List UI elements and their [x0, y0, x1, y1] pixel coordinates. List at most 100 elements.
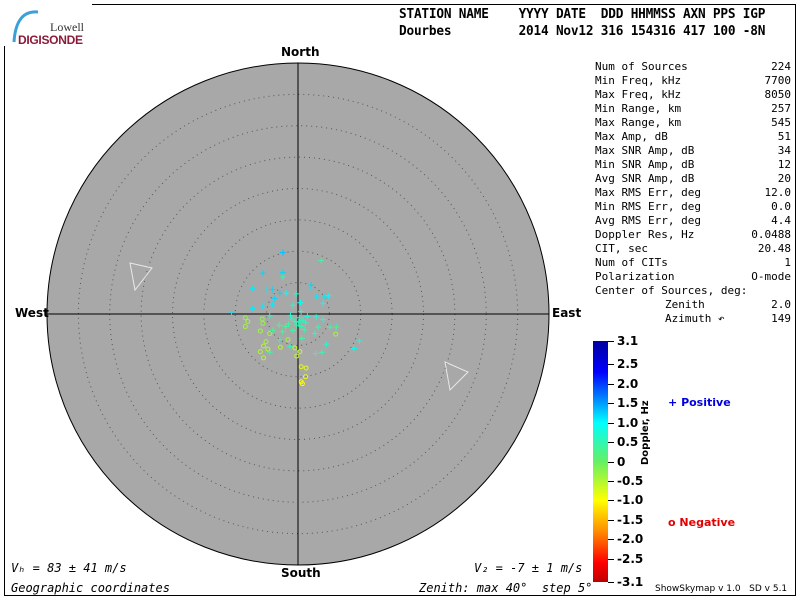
source-positive [276, 322, 283, 329]
zenith-scale: Zenith: max 40° step 5° [419, 581, 593, 595]
colorbar-tick-label: -1.5 [617, 512, 644, 527]
stat-value: 1 [784, 256, 791, 269]
source-positive [249, 285, 256, 292]
legend-negative-label: Negative [679, 516, 736, 529]
source-positive [298, 308, 305, 315]
source-negative [267, 330, 273, 336]
colorbar-tick-label: 0.5 [617, 435, 639, 450]
legend-negative: o Negative [668, 516, 735, 529]
source-positive [318, 349, 325, 356]
source-negative [333, 331, 339, 337]
stat-label: Max SNR Amp, dB [595, 144, 695, 157]
colorbar-tick [608, 364, 614, 366]
colorbar-tick-label: 0 [617, 454, 626, 469]
stat-value: 4.4 [771, 214, 791, 227]
source-positive [350, 345, 357, 352]
colorbar-tick [608, 422, 614, 424]
source-positive [249, 305, 256, 312]
stat-label: Azimuth ↶ [665, 312, 725, 325]
stat-value: 224 [771, 60, 791, 73]
frame [4, 4, 796, 596]
source-positive [276, 336, 283, 343]
source-negative [294, 353, 300, 359]
source-negative [265, 346, 271, 352]
source-negative [292, 345, 298, 351]
header-labels: STATION NAME YYYY DATE DDD HHMMSS AXN PP… [399, 7, 766, 22]
stat-label: Num of CITs [595, 256, 668, 269]
source-positive [298, 335, 305, 342]
stat-value: 0.0488 [751, 228, 791, 241]
colorbar-tick-label: -1.0 [617, 493, 644, 508]
stat-value: 20.48 [757, 242, 791, 255]
stat-label: Center of Sources, deg: [595, 284, 748, 297]
stat-value: 257 [771, 102, 791, 115]
colorbar-tick [608, 558, 614, 560]
source-positive [321, 294, 328, 301]
stat-label: Avg SNR Amp, dB [595, 172, 695, 185]
stat-row: Zenith 2.0 [595, 298, 791, 312]
colorbar-tick [608, 461, 614, 463]
colorbar-tick [608, 403, 614, 405]
source-negative [257, 349, 263, 355]
stat-row: Min Freq, kHz 7700 [595, 74, 791, 88]
logo-digisonde: DIGISONDE [18, 33, 83, 47]
stat-row: Avg RMS Err, deg 4.4 [595, 214, 791, 228]
colorbar-tick [608, 442, 614, 444]
legend-positive-label: Positive [681, 396, 731, 409]
source-positive [266, 312, 273, 319]
stat-value: 0.0 [771, 200, 791, 213]
stat-value: 8050 [764, 88, 792, 101]
source-positive [262, 298, 269, 305]
source-negative [245, 319, 251, 325]
stat-label: Max Range, km [595, 116, 682, 129]
source-positive [276, 290, 283, 297]
stat-row: Azimuth ↶ 149 [595, 312, 791, 326]
colorbar-tick [608, 582, 614, 583]
label-south: South [281, 566, 321, 580]
stat-row: Max Freq, kHz 8050 [595, 88, 791, 102]
stat-value: 12.0 [764, 186, 792, 199]
stat-row: Polarization O-mode [595, 270, 791, 284]
source-negative [297, 349, 303, 355]
stat-row: Num of CITs 1 [595, 256, 791, 270]
source-negative [303, 374, 309, 380]
stat-value: 12 [777, 158, 791, 171]
source-positive [325, 292, 332, 299]
stat-label: Num of Sources [595, 60, 688, 73]
source-positive [300, 317, 307, 324]
label-east: East [552, 306, 582, 320]
stat-row: Min RMS Err, deg 0.0 [595, 200, 791, 214]
source-positive [269, 327, 276, 334]
stat-label: Max RMS Err, deg [595, 186, 701, 199]
stat-value: 545 [771, 116, 791, 129]
colorbar-tick-label: -3.1 [617, 575, 644, 589]
stat-row: Max Amp, dB 51 [595, 130, 791, 144]
source-positive [301, 326, 308, 333]
beam-marker-west [129, 262, 153, 292]
circle-icon: o [668, 516, 676, 529]
colorbar-tick [608, 519, 614, 521]
stat-value: 34 [777, 144, 791, 157]
source-positive [293, 322, 300, 329]
source-positive [269, 300, 276, 307]
stat-row: Max Range, km 545 [595, 116, 791, 130]
source-positive [296, 314, 303, 321]
source-positive [313, 314, 320, 321]
logo-swoosh-icon [12, 10, 39, 43]
doppler-colorbar [593, 341, 608, 582]
colorbar-tick [608, 539, 614, 541]
stat-row: Avg SNR Amp, dB 20 [595, 172, 791, 186]
stat-label: Zenith [665, 298, 705, 311]
source-positive [285, 321, 292, 328]
source-negative [242, 324, 248, 330]
stat-row: Max RMS Err, deg 12.0 [595, 186, 791, 200]
stat-row: Center of Sources, deg: [595, 284, 791, 298]
colorbar-tick-label: -0.5 [617, 473, 644, 488]
source-positive [293, 290, 300, 297]
stat-value: O-mode [751, 270, 791, 283]
source-positive [298, 323, 305, 330]
source-positive [288, 316, 295, 323]
colorbar-tick-label: 1.5 [617, 396, 639, 411]
colorbar-tick-label: 3.1 [617, 334, 639, 348]
